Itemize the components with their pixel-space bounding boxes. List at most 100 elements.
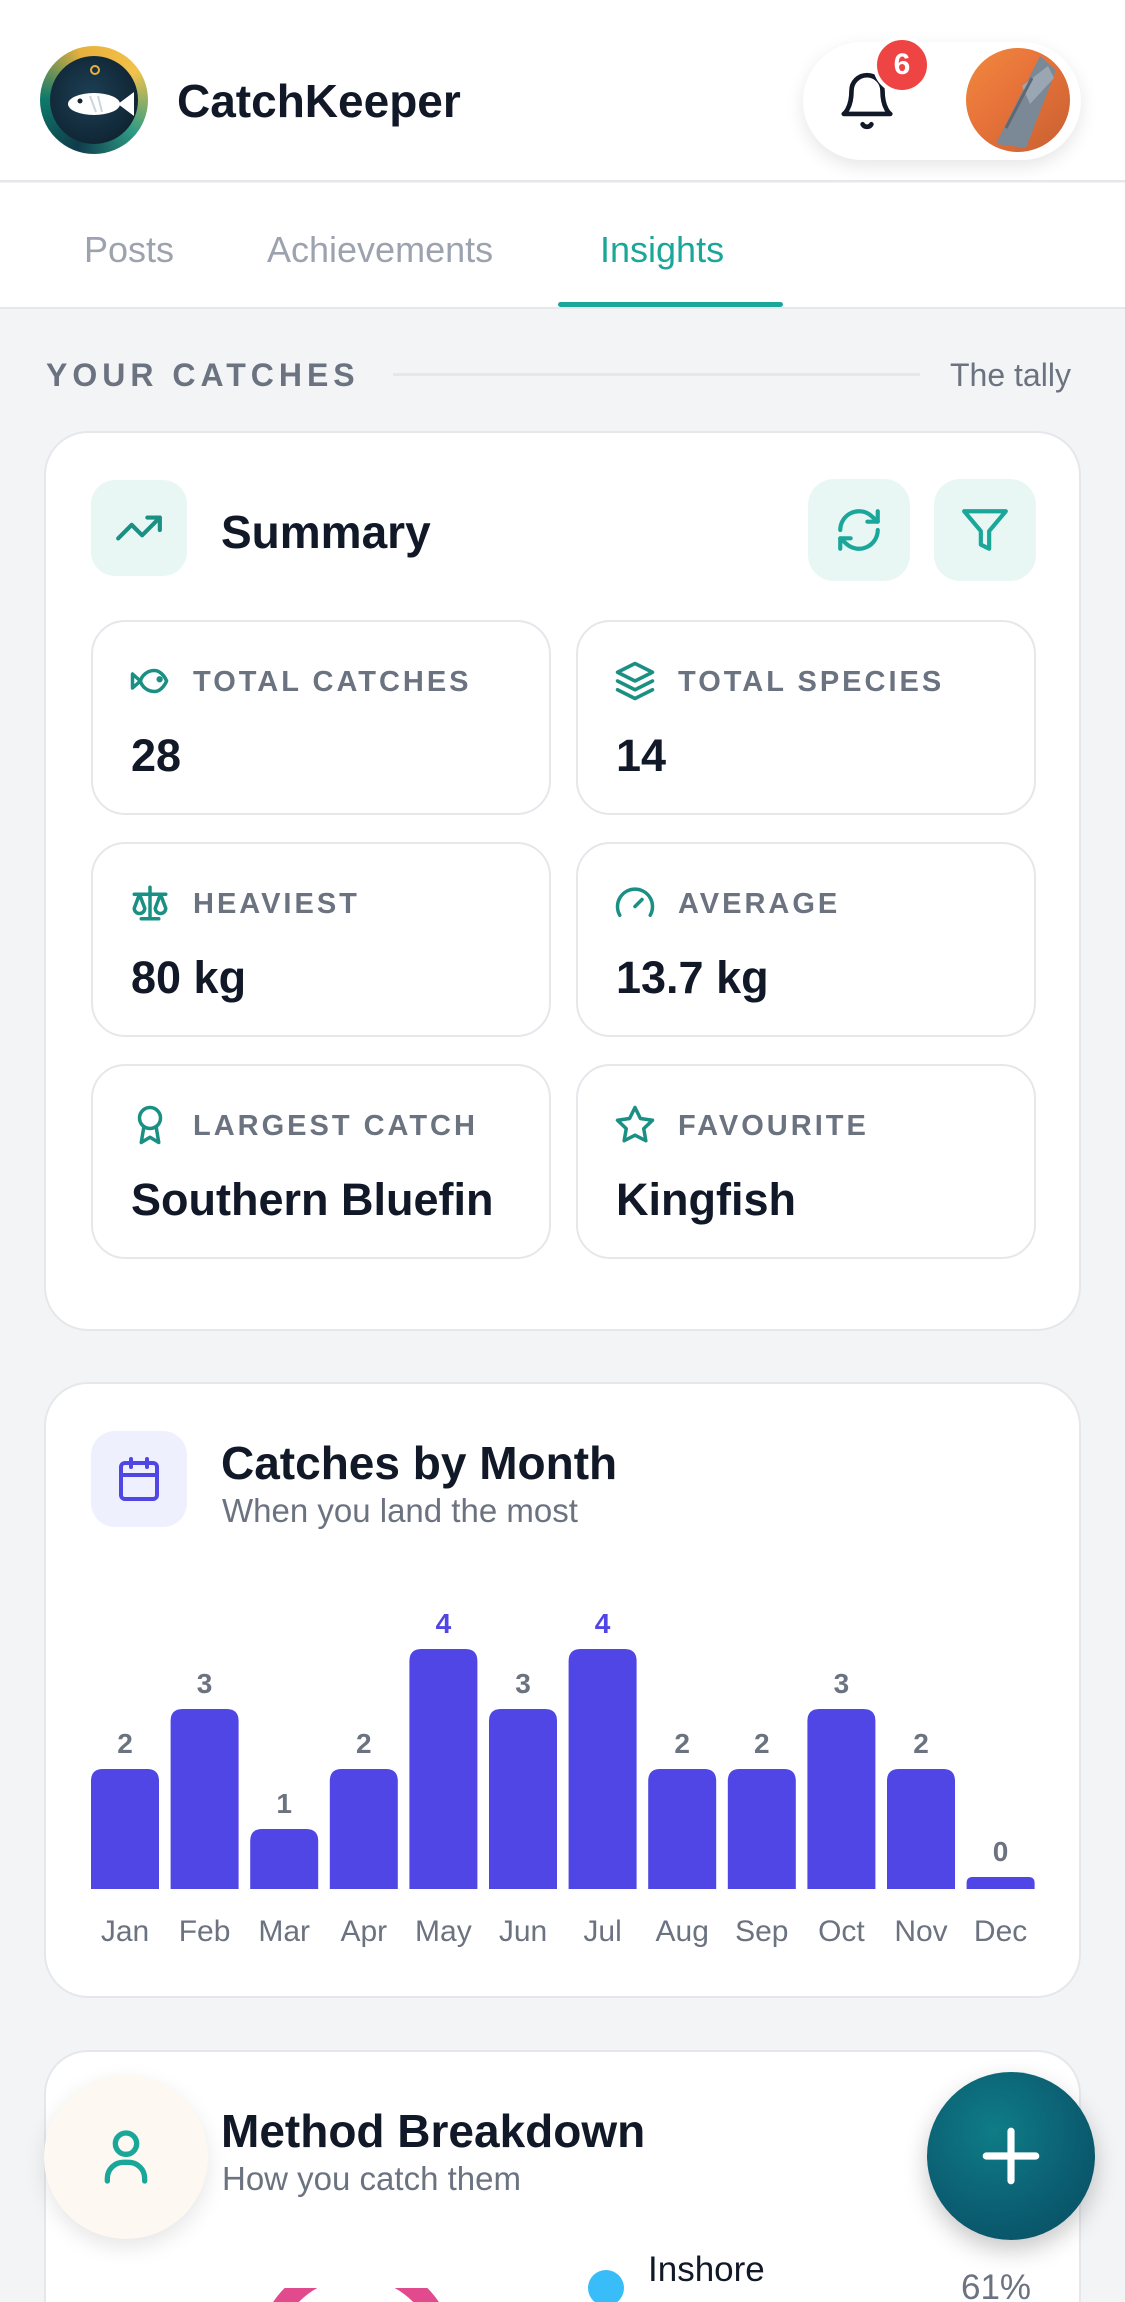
bar-nov xyxy=(887,1769,955,1889)
filter-icon xyxy=(962,509,1008,551)
tab-insights[interactable]: Insights xyxy=(600,229,725,270)
bar-value-label: 2 xyxy=(117,1728,133,1759)
section-aside: The tally xyxy=(950,357,1071,393)
gauge-icon xyxy=(615,887,655,917)
stat-value: 80 kg xyxy=(131,952,247,1003)
stat-label: AVERAGE xyxy=(678,888,841,920)
bar-value-label: 3 xyxy=(834,1668,850,1699)
user-icon xyxy=(104,2130,148,2184)
stat-heaviest: HEAVIEST 80 kg xyxy=(91,842,551,1037)
legend-dot-inshore xyxy=(588,2270,624,2302)
stat-value: Southern Bluefin xyxy=(131,1174,494,1225)
bar-aug xyxy=(648,1769,717,1889)
app-logo[interactable] xyxy=(40,46,148,154)
stat-total-species: TOTAL SPECIES 14 xyxy=(576,620,1036,815)
monthly-subtitle: When you land the most xyxy=(222,1492,578,1529)
filter-button[interactable] xyxy=(934,479,1036,581)
legend-percent-inshore: 61% xyxy=(961,2268,1032,2302)
bar-value-label: 0 xyxy=(993,1836,1009,1867)
x-tick-label: Jul xyxy=(583,1915,621,1948)
active-tab-indicator xyxy=(558,302,783,307)
calendar-icon xyxy=(119,1457,159,1501)
profile-fab[interactable] xyxy=(44,2075,208,2239)
stat-value: 14 xyxy=(616,730,667,781)
fish-icon xyxy=(130,668,169,694)
x-tick-label: Nov xyxy=(894,1915,947,1948)
x-tick-label: Dec xyxy=(974,1915,1027,1948)
refresh-icon xyxy=(838,509,880,551)
add-catch-button[interactable] xyxy=(927,2072,1095,2240)
stat-label: TOTAL CATCHES xyxy=(193,666,472,698)
methods-title: Method Breakdown xyxy=(221,2105,646,2157)
layers-icon xyxy=(615,661,655,701)
methods-subtitle: How you catch them xyxy=(222,2160,521,2197)
bell-icon xyxy=(841,72,893,130)
bar-value-label: 4 xyxy=(436,1608,452,1639)
stat-value: Kingfish xyxy=(616,1174,796,1225)
bar-value-label: 2 xyxy=(754,1728,770,1759)
plus-icon xyxy=(982,2127,1040,2185)
bar-may xyxy=(409,1649,478,1889)
methods-donut-chart xyxy=(273,2288,439,2302)
bar-sep xyxy=(727,1769,796,1889)
award-icon xyxy=(137,1105,163,1145)
bar-apr xyxy=(329,1769,398,1889)
bar-dec xyxy=(966,1877,1035,1889)
x-tick-label: Mar xyxy=(258,1915,310,1948)
notification-badge: 6 xyxy=(873,36,931,94)
legend-label-inshore: Inshore xyxy=(648,2250,765,2289)
x-tick-label: Feb xyxy=(179,1915,231,1948)
x-tick-label: Sep xyxy=(735,1915,788,1948)
stat-label: HEAVIEST xyxy=(193,888,360,920)
monthly-icon-box xyxy=(91,1431,187,1527)
refresh-button[interactable] xyxy=(808,479,910,581)
notifications-button[interactable] xyxy=(830,64,904,138)
x-tick-label: Oct xyxy=(818,1915,865,1948)
scale-icon xyxy=(132,885,168,921)
bar-oct xyxy=(807,1709,876,1889)
avatar-image xyxy=(996,56,1056,148)
x-tick-label: Apr xyxy=(340,1915,387,1948)
bar-value-label: 3 xyxy=(515,1668,531,1699)
stat-value: 28 xyxy=(131,730,182,781)
bar-value-label: 2 xyxy=(674,1728,690,1759)
bar-jul xyxy=(568,1649,637,1889)
monthly-card: Catches by Month When you land the most … xyxy=(44,1382,1081,1998)
bar-value-label: 1 xyxy=(276,1788,292,1819)
stat-favourite: FAVOURITE Kingfish xyxy=(576,1064,1036,1259)
bar-feb xyxy=(170,1709,239,1889)
x-tick-label: May xyxy=(415,1915,472,1948)
star-icon xyxy=(615,1105,655,1143)
trending-up-icon xyxy=(116,515,162,541)
bar-value-label: 3 xyxy=(197,1668,213,1699)
tab-bar: Posts Achievements Insights xyxy=(0,183,1125,309)
tab-achievements[interactable]: Achievements xyxy=(267,229,494,270)
stat-value: 13.7 kg xyxy=(616,952,769,1003)
x-tick-label: Aug xyxy=(656,1915,709,1948)
stat-label: FAVOURITE xyxy=(678,1110,869,1142)
summary-card: Summary TOTAL CATCHES 28 TOTAL SPECIES 1… xyxy=(44,431,1081,1331)
user-avatar[interactable] xyxy=(966,48,1070,152)
bar-jan xyxy=(91,1769,159,1889)
bar-mar xyxy=(250,1829,319,1889)
monthly-bar-chart: 2 Jan 3 Feb 1 Mar 2 Apr 4 May 3 Jun 4 Jul 2 Aug 2 Sep 3 Oct… xyxy=(91,1608,1035,1948)
fish-logo-icon xyxy=(68,65,134,116)
bar-value-label: 4 xyxy=(595,1608,611,1639)
stat-largest-catch: LARGEST CATCH Southern Bluefin xyxy=(91,1064,551,1259)
section-label: YOUR CATCHES xyxy=(46,357,360,393)
section-divider xyxy=(393,373,920,376)
summary-icon-box xyxy=(91,480,187,576)
monthly-title: Catches by Month xyxy=(221,1437,618,1489)
app-title: CatchKeeper xyxy=(177,75,461,127)
bar-value-label: 2 xyxy=(913,1728,929,1759)
app-header: CatchKeeper 6 xyxy=(0,0,1125,182)
stat-label: LARGEST CATCH xyxy=(193,1110,478,1142)
x-tick-label: Jan xyxy=(101,1915,149,1948)
tab-posts[interactable]: Posts xyxy=(84,229,175,270)
x-tick-label: Jun xyxy=(499,1915,547,1948)
bar-jun xyxy=(489,1709,557,1889)
bar-value-label: 2 xyxy=(356,1728,372,1759)
methods-card: Method Breakdown How you catch them Insh… xyxy=(44,2050,1081,2302)
stat-average: AVERAGE 13.7 kg xyxy=(576,842,1036,1037)
stat-total-catches: TOTAL CATCHES 28 xyxy=(91,620,551,815)
